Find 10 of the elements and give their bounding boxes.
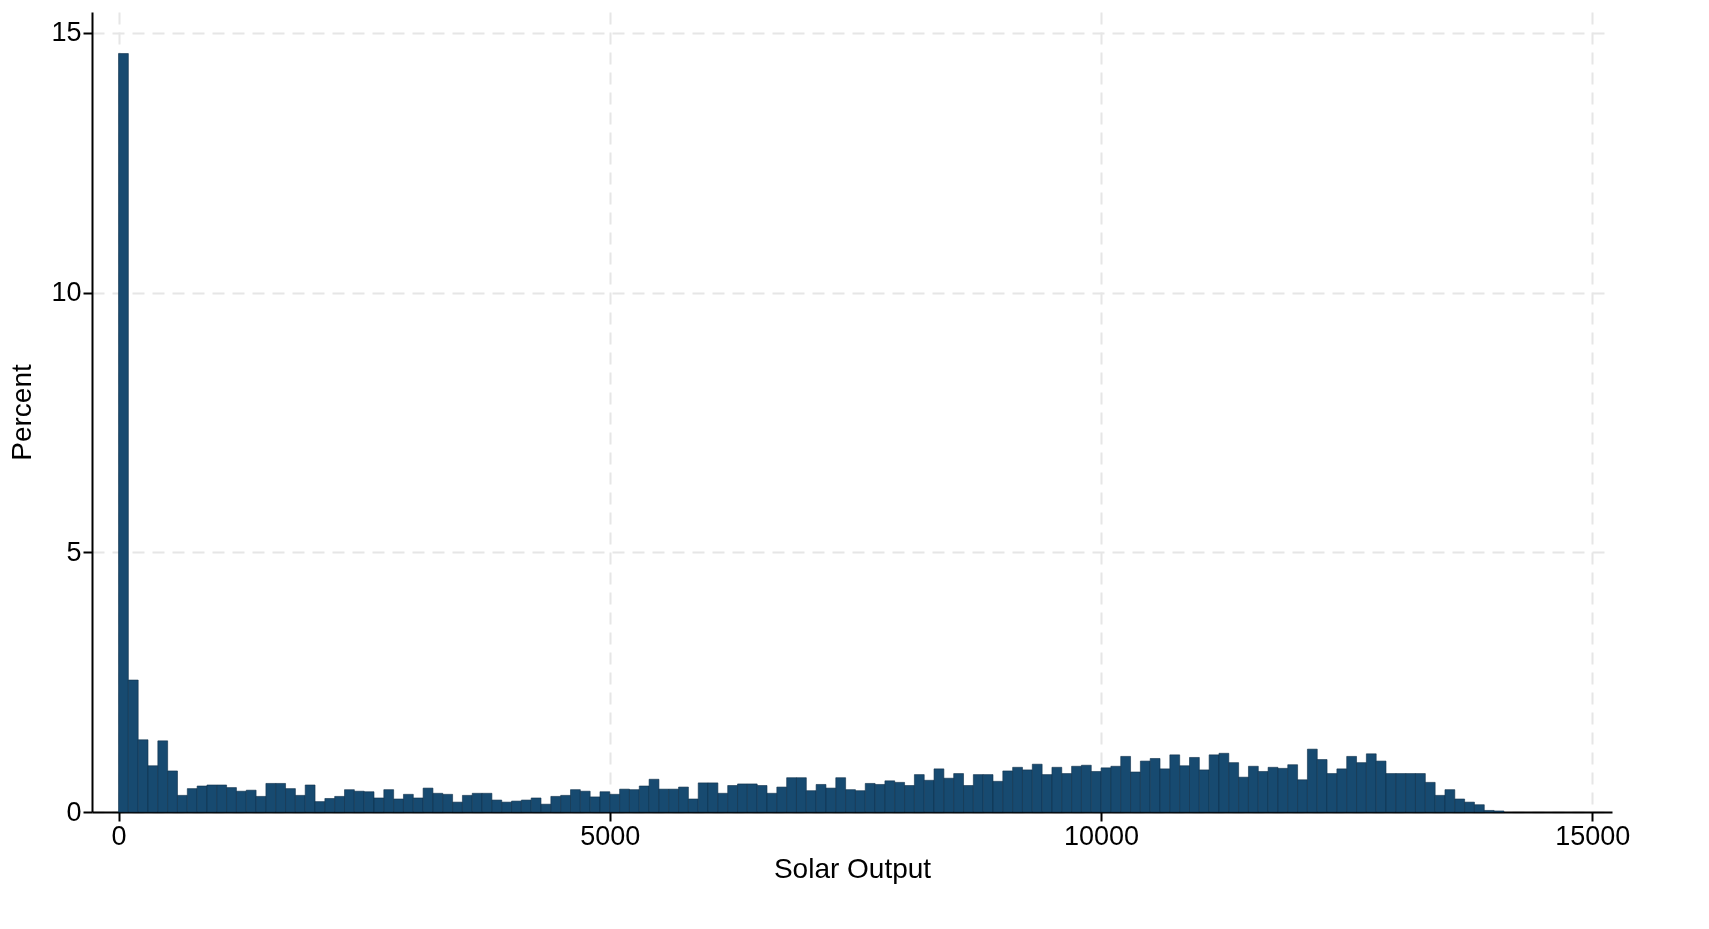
x-tick-label: 10000 (1064, 820, 1140, 851)
x-tick-label: 0 (111, 820, 127, 851)
x-tick-label: 15000 (1555, 820, 1631, 851)
y-tick-label: 10 (51, 277, 82, 308)
x-axis-title: Solar Output (773, 852, 932, 884)
y-axis-title: Percent (6, 364, 38, 461)
x-tick-label: 5000 (580, 820, 641, 851)
y-tick-label: 0 (66, 796, 82, 827)
y-tick-label: 15 (51, 17, 82, 48)
y-tick-label: 5 (66, 536, 82, 567)
